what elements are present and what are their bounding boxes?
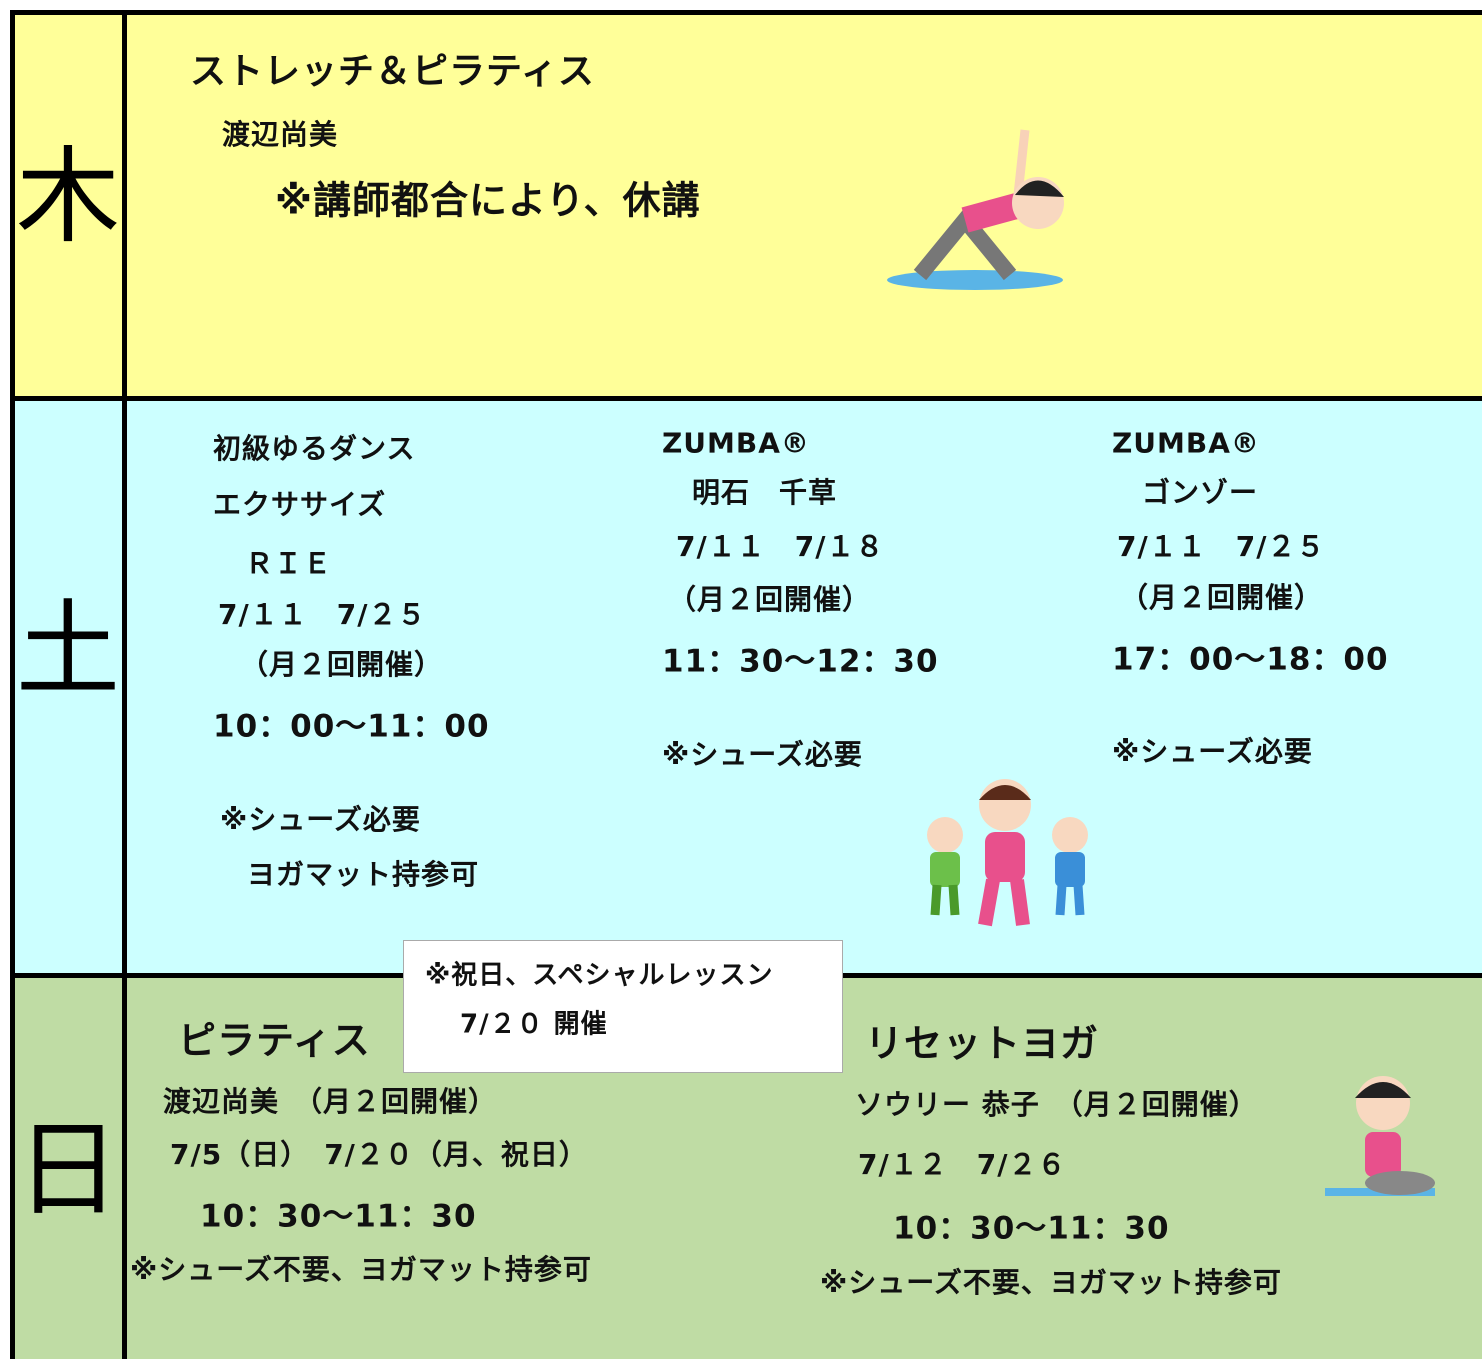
lesson-text: 7/１１ 7/２５ bbox=[218, 598, 427, 631]
lesson-text: 7/5（日） 7/２０（月、祝日） bbox=[170, 1138, 588, 1171]
lesson-text: ※講師都合により、休講 bbox=[275, 178, 701, 223]
lesson-text: ZUMBA® bbox=[662, 426, 810, 460]
lesson-text: ※シューズ必要 bbox=[220, 803, 421, 836]
lesson-text: ZUMBA® bbox=[1112, 426, 1260, 460]
lesson-text: （月２回開催） bbox=[1120, 581, 1324, 614]
lesson-text: 7/１２ 7/２６ bbox=[858, 1148, 1067, 1181]
border bbox=[10, 10, 1482, 15]
lesson-text: 11：30〜12：30 bbox=[662, 643, 939, 680]
lesson-text: ソウリー 恭子 （月２回開催） bbox=[855, 1088, 1258, 1121]
lesson-text: ＲＩＥ bbox=[245, 547, 333, 580]
meditation-illustration bbox=[1325, 1076, 1435, 1196]
day-label: 木 bbox=[15, 135, 121, 258]
border bbox=[10, 396, 1482, 401]
lesson-text: 10：00〜11：00 bbox=[213, 708, 490, 745]
lesson-text: ゴンゾー bbox=[1142, 476, 1259, 509]
note-text: ※祝日、スペシャルレッスン bbox=[425, 960, 774, 991]
lesson-text: ※シューズ不要、ヨガマット持参可 bbox=[820, 1266, 1282, 1299]
lesson-text: ※シューズ必要 bbox=[1112, 735, 1313, 768]
yoga-illustration bbox=[887, 129, 1064, 290]
lesson-text: ※シューズ必要 bbox=[662, 738, 863, 771]
border bbox=[122, 10, 127, 1359]
lesson-text: エクササイズ bbox=[213, 488, 387, 521]
lesson-text: 明石 千草 bbox=[692, 476, 838, 509]
day-label: 土 bbox=[15, 588, 121, 711]
lesson-text: 初級ゆるダンス bbox=[213, 432, 416, 465]
lesson-text: ストレッチ＆ピラティス bbox=[190, 51, 595, 92]
lesson-text: 17：00〜18：00 bbox=[1112, 641, 1389, 678]
lesson-text: ヨガマット持参可 bbox=[247, 858, 480, 891]
lesson-text: 7/１１ 7/２５ bbox=[1117, 530, 1326, 563]
lesson-text: ピラティス bbox=[178, 1018, 371, 1063]
holiday-note bbox=[403, 940, 843, 1073]
saturday-row bbox=[10, 398, 1482, 976]
lesson-text: 10：30〜11：30 bbox=[893, 1210, 1170, 1247]
lesson-text: ※シューズ不要、ヨガマット持参可 bbox=[130, 1253, 592, 1286]
lesson-text: （月２回開催） bbox=[240, 648, 444, 681]
lesson-text: 10：30〜11：30 bbox=[200, 1198, 477, 1235]
lesson-text: 渡辺尚美 （月２回開催） bbox=[163, 1085, 498, 1118]
lesson-text: 7/１１ 7/１８ bbox=[676, 530, 885, 563]
dance-illustration bbox=[927, 779, 1088, 927]
lesson-text: 渡辺尚美 bbox=[222, 118, 339, 151]
lesson-text: （月２回開催） bbox=[668, 583, 872, 616]
note-text: 7/２０ 開催 bbox=[460, 1009, 608, 1040]
thursday-row bbox=[10, 10, 1482, 398]
lesson-text: リセットヨガ bbox=[865, 1021, 1100, 1066]
day-label: 日 bbox=[15, 1108, 121, 1231]
border bbox=[10, 10, 15, 1359]
